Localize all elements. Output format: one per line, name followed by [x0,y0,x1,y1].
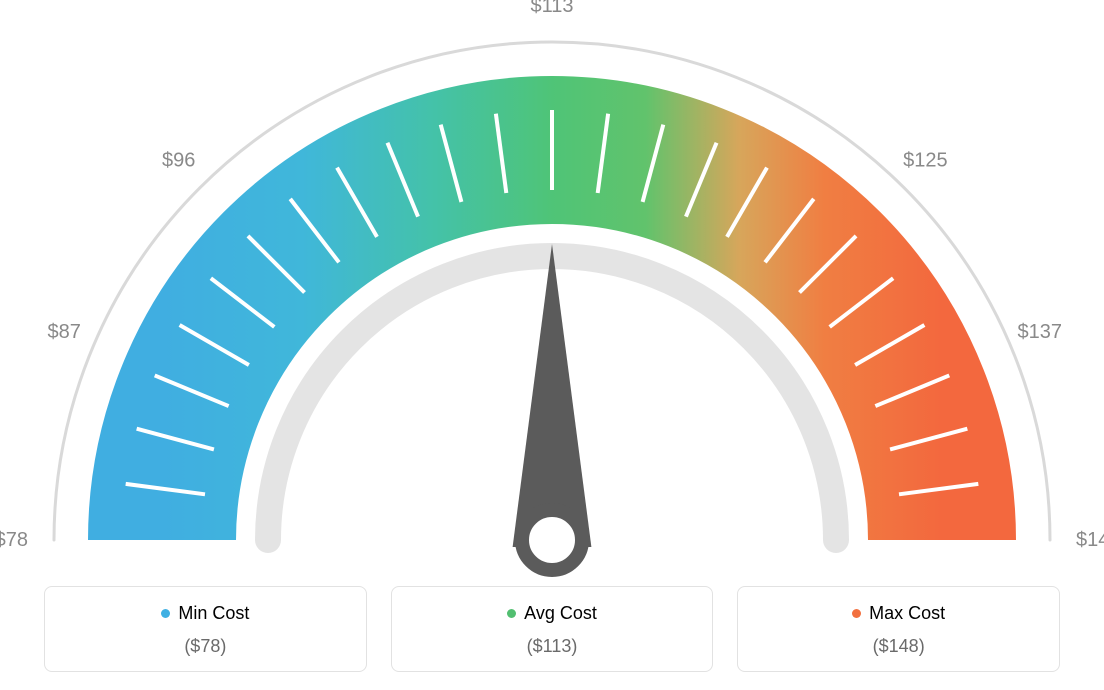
dot-avg-icon [507,609,516,618]
svg-text:$87: $87 [48,321,81,343]
gauge-area: $78 $87 $96 $113 $125 $137 $148 [0,0,1104,580]
legend-value-max: ($148) [748,636,1049,657]
dot-max-icon [852,609,861,618]
legend-card-min: Min Cost ($78) [44,586,367,672]
svg-text:$148: $148 [1076,529,1104,551]
legend-title-avg: Avg Cost [507,603,597,624]
svg-text:$113: $113 [530,0,573,17]
legend-row: Min Cost ($78) Avg Cost ($113) Max Cost … [0,586,1104,672]
svg-text:$137: $137 [1018,321,1063,343]
svg-text:$78: $78 [0,529,28,551]
gauge-svg: $78 $87 $96 $113 $125 $137 $148 [0,0,1104,580]
svg-text:$125: $125 [903,150,948,172]
legend-label-max: Max Cost [869,603,945,624]
legend-value-min: ($78) [55,636,356,657]
legend-card-avg: Avg Cost ($113) [391,586,714,672]
legend-value-avg: ($113) [402,636,703,657]
legend-title-min: Min Cost [161,603,249,624]
legend-title-max: Max Cost [852,603,945,624]
legend-card-max: Max Cost ($148) [737,586,1060,672]
svg-text:$96: $96 [162,150,195,172]
gauge-chart-container: $78 $87 $96 $113 $125 $137 $148 Min Cost ($78)… [0,0,1104,690]
legend-label-avg: Avg Cost [524,603,597,624]
legend-label-min: Min Cost [178,603,249,624]
dot-min-icon [161,609,170,618]
